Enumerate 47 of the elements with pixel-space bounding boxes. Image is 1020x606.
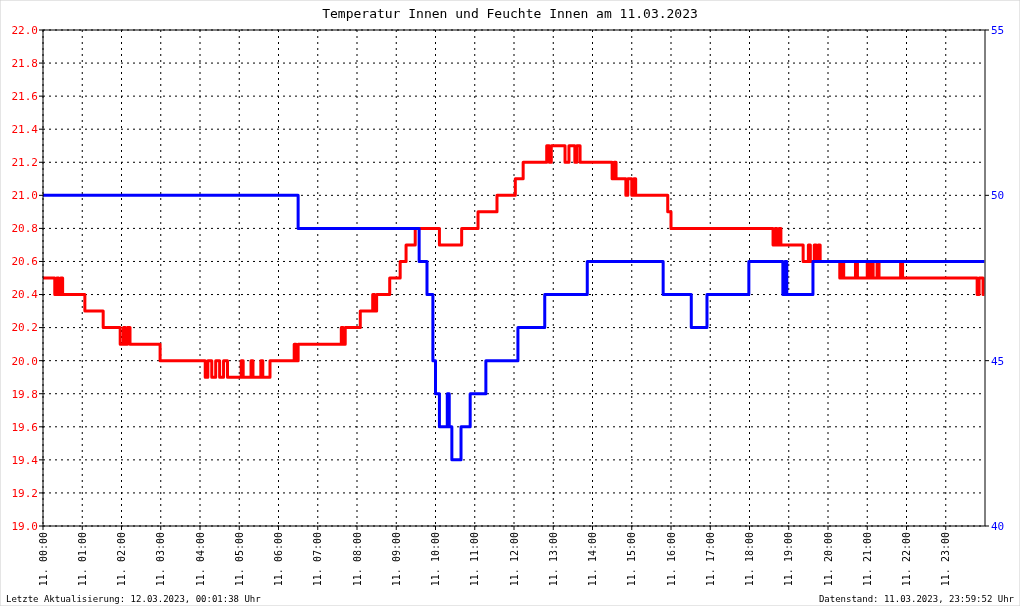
x-tick-label: 11. 19:00 [783,532,795,587]
y-tick-label: 21.6 [11,89,38,103]
y-tick-label: 20.4 [11,288,39,302]
x-tick-label: 11. 01:00 [76,532,88,587]
x-tick-label: 11. 04:00 [194,532,206,587]
text: Datenstand: 11.03.2023, 23:59:52 Uhr [818,594,1015,604]
x-tick-label: 11. 09:00 [390,532,402,587]
x-tick-label: 11. 14:00 [587,532,598,587]
y-tick-label: 19.0 [11,519,38,533]
x-tick-label: 11. 03:00 [155,532,167,587]
x-tick-label: 11. 23:00 [940,532,952,587]
x-tick-label: 11. 18:00 [744,532,755,587]
x-tick-label: 11. 07:00 [312,532,324,587]
y-tick-label: 22.0 [11,23,38,37]
y-tick-label: 21.2 [11,156,38,170]
text: Letzte Aktualisierung: 12.03.2023, 00:01:38 Uhr [6,594,262,604]
x-tick-label: 11. 12:00 [508,532,520,587]
y-tick-label: 20.8 [11,222,38,236]
x-tick-label: 11. 06:00 [273,532,284,587]
x-tick-label: 11. 11:00 [469,532,481,587]
x-tick-label: 11. 10:00 [430,532,441,587]
y2-tick-label: 40 [991,519,1005,533]
x-tick-label: 11. 00:00 [37,532,49,587]
y-tick-label: 19.8 [11,387,38,401]
y-tick-label: 19.6 [11,420,38,434]
x-tick-label: 11. 15:00 [626,532,638,587]
y-tick-label: 21.0 [11,189,38,203]
x-tick-label: 11. 17:00 [704,532,716,587]
y-tick-label: 19.2 [11,486,38,500]
y2-tick-label: 55 [991,23,1005,37]
y2-tick-label: 45 [991,354,1005,368]
x-tick-label: 11. 08:00 [351,532,363,587]
y-tick-label: 20.0 [11,354,38,368]
x-tick-label: 11. 21:00 [861,532,873,587]
x-tick-label: 11. 02:00 [116,532,127,587]
y-tick-label: 21.8 [11,56,38,70]
y-tick-label: 20.2 [11,321,38,335]
x-tick-label: 11. 13:00 [547,532,559,587]
x-tick-label: 11. 20:00 [822,532,834,587]
y-tick-label: 19.4 [11,453,39,467]
chart-title: Temperatur Innen und Feuchte Innen am 11.03.2023 [322,6,698,21]
y-tick-label: 21.4 [11,123,39,137]
x-tick-label: 11. 05:00 [233,532,245,587]
y2-tick-label: 50 [991,189,1005,203]
x-tick-label: 11. 22:00 [901,532,912,587]
y-tick-label: 20.6 [11,255,38,269]
x-tick-label: 11. 16:00 [665,532,677,587]
